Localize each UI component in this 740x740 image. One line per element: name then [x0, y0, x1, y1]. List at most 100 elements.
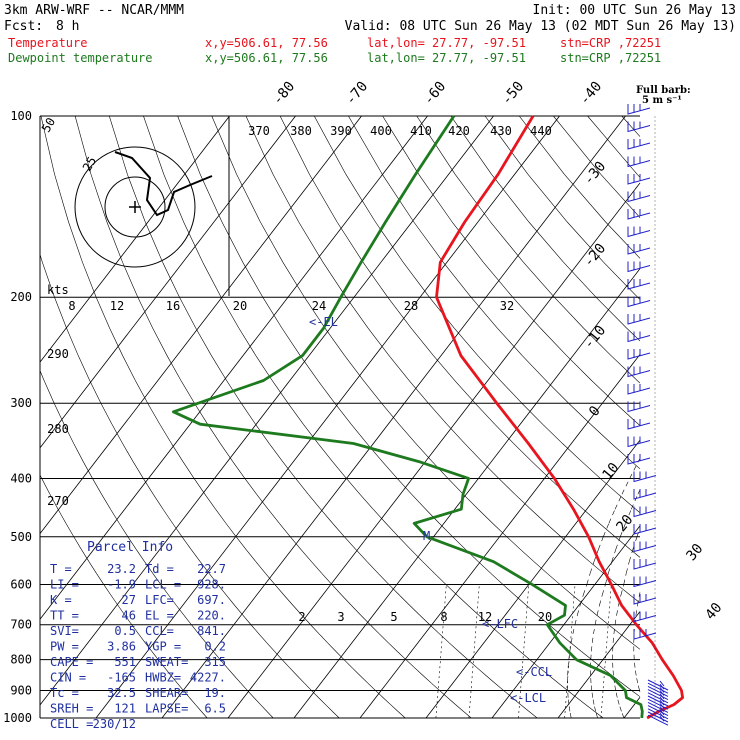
dry-adiabat-line — [599, 523, 616, 538]
dry-adiabat-line — [372, 509, 387, 524]
dry-adiabat-line — [521, 355, 547, 381]
wind-barb — [647, 685, 669, 697]
moist-adiabat-line — [593, 549, 599, 562]
dry-adiabat-line — [514, 594, 527, 606]
dry-adiabat-line — [530, 509, 547, 524]
dry-adiabat-line — [110, 594, 119, 606]
moist-adiabat-line — [615, 690, 618, 698]
pressure-tick-label: 400 — [10, 471, 32, 485]
pressure-tick-label: 300 — [10, 396, 32, 410]
dry-adiabat-line — [572, 594, 585, 606]
dry-adiabat-line — [117, 605, 126, 616]
dry-adiabat-line — [42, 262, 55, 298]
dry-adiabat-line — [138, 633, 146, 643]
dry-adiabat-line — [202, 262, 222, 298]
theta-e-label: 370 — [248, 124, 270, 138]
level-marker-label: <-CCL — [516, 665, 552, 679]
dry-adiabat-line — [242, 615, 252, 625]
theta-e-label: 380 — [290, 124, 312, 138]
dry-adiabat-line — [81, 549, 90, 562]
dry-adiabat-line — [520, 704, 530, 712]
mixing-ratio-label: 2 — [298, 610, 305, 624]
wind-speed-label: 8 — [68, 299, 75, 313]
dry-adiabat-line — [341, 594, 352, 606]
dry-adiabat-line — [177, 115, 201, 175]
dry-adiabat-line — [324, 327, 345, 356]
pressure-tick-label: 800 — [10, 653, 32, 667]
parcel-field-value: 19. — [204, 686, 226, 700]
hodo-center-cross — [129, 201, 141, 213]
wind-barb — [627, 331, 651, 343]
parcel-field-label: CAPE = — [50, 655, 93, 669]
dry-adiabat-line — [266, 711, 274, 719]
dry-adiabat-line — [548, 675, 559, 684]
moist-adiabat-line — [568, 651, 571, 660]
dry-adiabat-line — [331, 584, 342, 596]
dry-adiabat-line — [610, 355, 638, 381]
dry-adiabat-line — [433, 355, 455, 381]
dry-adiabat-line — [265, 573, 276, 585]
dry-adiabat-line — [506, 536, 521, 550]
dry-adiabat-line — [526, 605, 539, 616]
mixing-ratio-line — [468, 584, 480, 719]
dry-adiabat-line — [439, 633, 450, 644]
dry-adiabat-line — [211, 355, 227, 381]
dry-adiabat-line — [282, 262, 305, 298]
dry-adiabat-line — [478, 615, 490, 625]
dry-adiabat-line — [207, 423, 221, 444]
dry-adiabat-line — [101, 494, 111, 510]
wind-barb — [627, 401, 651, 413]
dry-adiabat-line — [199, 174, 223, 223]
moist-adiabat-line — [625, 509, 632, 524]
wind-speed-label: 12 — [110, 299, 124, 313]
isotherm-label: 40 — [702, 600, 725, 623]
dry-adiabat-line — [575, 549, 590, 562]
dry-adiabat-line — [122, 443, 134, 462]
dry-adiabat-line — [509, 642, 521, 652]
dry-adiabat-line — [122, 355, 136, 381]
parcel-field-label: T = — [50, 562, 72, 576]
dry-adiabat-line — [470, 297, 498, 329]
dry-adiabat-line — [405, 659, 415, 668]
dry-adiabat-line — [345, 174, 376, 223]
dry-adiabat-line — [212, 651, 221, 660]
dew-legend-name: Dewpoint temperature — [8, 51, 153, 65]
wind-barb — [627, 384, 651, 395]
parcel-field-label: Tc = — [50, 686, 79, 700]
dry-adiabat-line — [484, 115, 529, 175]
isotherm-line — [623, 696, 641, 719]
moist-adiabat-line — [574, 615, 578, 625]
dry-adiabat-line — [377, 573, 390, 585]
dry-adiabat-line — [303, 423, 319, 444]
dry-adiabat-line — [410, 327, 434, 356]
moist-adiabat-line — [567, 697, 570, 705]
dry-adiabat-line — [53, 403, 65, 425]
dry-adiabat-line — [267, 509, 280, 524]
dry-adiabat-line — [162, 262, 180, 298]
dry-adiabat-line — [143, 115, 165, 175]
dry-adiabat-line — [162, 509, 173, 524]
wind-barb — [633, 559, 657, 570]
dry-adiabat-line — [269, 443, 283, 462]
parcel-field-label: EL = — [145, 609, 174, 623]
dry-adiabat-line — [317, 443, 333, 462]
dry-adiabat-line — [256, 494, 269, 510]
dry-adiabat-line — [563, 262, 597, 298]
dry-adiabat-line — [136, 549, 145, 562]
parcel-field-label: CCL= — [145, 624, 174, 638]
parcel-field-value: 23.2 — [107, 562, 136, 576]
dry-adiabat-line — [513, 443, 533, 462]
dry-adiabat-line — [325, 704, 333, 712]
dry-adiabat-line — [164, 667, 172, 676]
dry-adiabat-line — [519, 651, 530, 660]
dry-adiabat-line — [362, 262, 388, 298]
dry-adiabat-line — [590, 423, 612, 444]
wind-speed-label: 24 — [312, 299, 326, 313]
dry-adiabat-line — [398, 423, 417, 444]
mixing-ratio-label: 12 — [478, 610, 492, 624]
isotherm-line — [227, 182, 641, 719]
moist-adiabat-line — [591, 642, 593, 652]
dry-adiabat-line — [448, 642, 459, 652]
dry-adiabat-line — [474, 403, 495, 425]
dry-adiabat-line — [144, 221, 163, 263]
